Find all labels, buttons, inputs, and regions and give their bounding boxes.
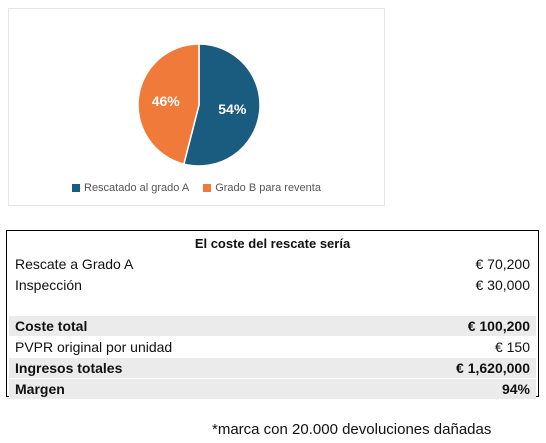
- chart-legend: Rescatado al grado A Grado B para revent…: [9, 180, 384, 196]
- table-row-total-cost: Coste total € 100,200: [9, 316, 536, 336]
- cost-table: El coste del rescate sería Rescate a Gra…: [6, 230, 539, 399]
- row-value: € 30,000: [475, 277, 531, 293]
- row-label: Ingresos totales: [15, 360, 123, 376]
- pie-data-label-grade-a: 54%: [218, 101, 247, 117]
- pie-slice-grade-a: [182, 43, 261, 167]
- row-value: € 150: [494, 339, 530, 355]
- legend-item-grade-b: Grado B para reventa: [203, 182, 321, 194]
- footnote: *marca con 20.000 devoluciones dañadas: [212, 421, 492, 438]
- pie-chart-panel: 54% 46% Rescatado al grado A Grado B para…: [8, 8, 385, 206]
- row-value: € 1,620,000: [456, 360, 530, 376]
- table-title: El coste del rescate sería: [194, 236, 351, 251]
- legend-swatch-grade-a: [72, 184, 80, 192]
- row-label: PVPR original por unidad: [15, 339, 173, 355]
- row-label: Inspección: [15, 277, 82, 293]
- pie-slice-grade-b: [137, 43, 200, 165]
- row-label: Rescate a Grado A: [15, 256, 134, 272]
- table-row-total-revenue: Ingresos totales € 1,620,000: [9, 358, 536, 378]
- row-label: Coste total: [15, 318, 88, 334]
- pie-chart: 54% 46%: [137, 43, 261, 167]
- pie-data-label-grade-b: 46%: [152, 93, 181, 109]
- legend-swatch-grade-b: [203, 184, 212, 192]
- legend-label-grade-b: Grado B para reventa: [215, 182, 321, 194]
- row-value: € 70,200: [475, 256, 531, 272]
- table-row-original-price: PVPR original por unidad € 150: [9, 337, 536, 357]
- row-label: Margen: [15, 381, 65, 397]
- legend-label-grade-a: Rescatado al grado A: [84, 182, 190, 194]
- row-value: 94%: [501, 381, 530, 397]
- legend-item-grade-a: Rescatado al grado A: [72, 182, 189, 194]
- row-value: € 100,200: [467, 318, 530, 334]
- table-row-margin: Margen 94%: [9, 379, 536, 399]
- table-row-rescue-grade-a: Rescate a Grado A € 70,200: [9, 254, 536, 274]
- table-row-inspection: Inspección € 30,000: [9, 275, 536, 295]
